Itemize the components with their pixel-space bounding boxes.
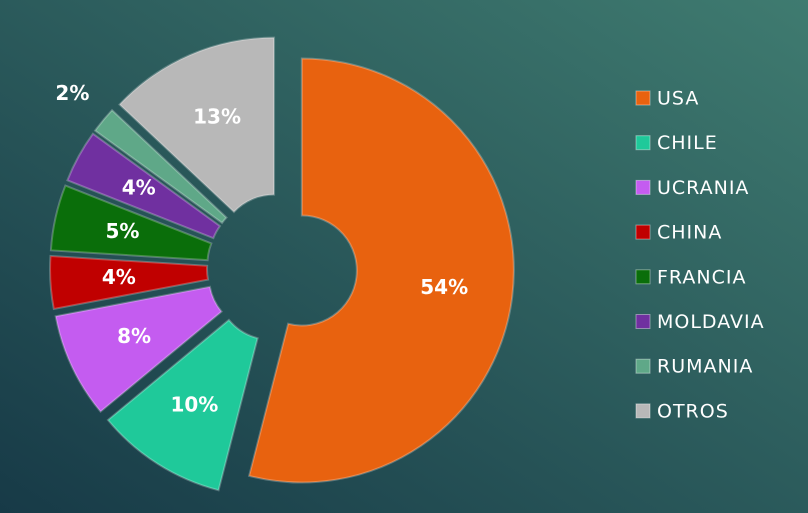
data-label: 4% — [122, 176, 156, 200]
legend-swatch — [635, 403, 651, 419]
legend-label: CHINA — [657, 222, 722, 244]
legend-swatch — [635, 224, 651, 240]
legend-swatch — [635, 90, 651, 106]
legend-label: USA — [657, 88, 699, 110]
data-label: 2% — [55, 81, 89, 105]
slice — [106, 318, 259, 492]
legend-swatch — [635, 314, 651, 329]
legend-label: OTROS — [657, 400, 729, 422]
data-label: 5% — [105, 219, 139, 243]
legend-label: RUMANIA — [657, 356, 753, 378]
legend-label: CHILE — [657, 132, 718, 154]
legend-swatch — [635, 135, 651, 151]
legend-swatch — [635, 358, 651, 374]
legend-label: MOLDAVIA — [657, 311, 765, 333]
slice — [49, 254, 210, 311]
data-label: 13% — [193, 104, 241, 128]
data-label: 4% — [102, 265, 136, 289]
slice — [118, 36, 276, 214]
data-label: 10% — [170, 393, 218, 417]
slice — [66, 132, 222, 240]
legend-label: FRANCIA — [657, 266, 746, 288]
slice — [247, 57, 515, 484]
data-label: 54% — [420, 275, 468, 299]
slice — [93, 108, 228, 225]
legend-swatch — [635, 269, 651, 285]
legend-label: UCRANIA — [657, 177, 749, 199]
slice — [49, 184, 213, 262]
slice — [54, 285, 223, 414]
legend-swatch — [635, 179, 651, 195]
data-label: 8% — [117, 324, 151, 348]
